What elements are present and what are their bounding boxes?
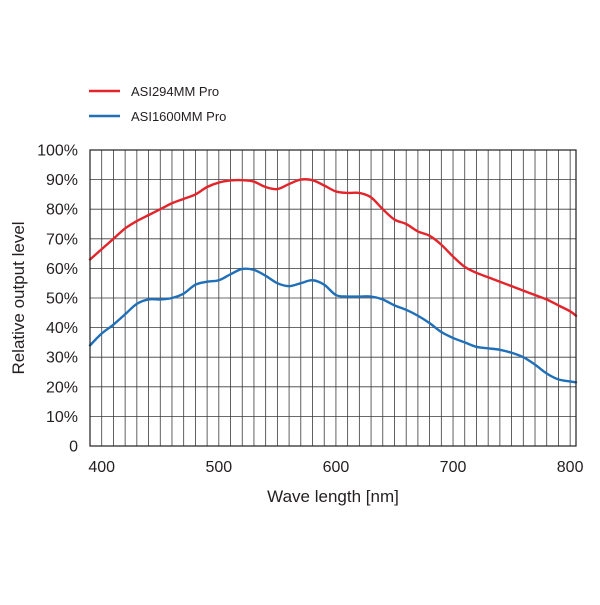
x-tick-label: 800 [557,459,584,476]
x-tick-label: 600 [323,459,350,476]
legend-label-asi294mm-pro: ASI294MM Pro [131,84,219,99]
series-lines [88,178,578,384]
series-line-asi1600mm-pro [88,267,578,384]
legend-label-asi1600mm-pro: ASI1600MM Pro [131,109,226,124]
y-tick-label: 50% [46,291,78,308]
y-tick-label: 100% [37,143,78,160]
y-tick-label: 20% [46,379,78,396]
y-axis-ticks: 0 10% 20% 30% 40% 50% 60% 70% 80% 90% 100% [37,143,78,456]
x-tick-label: 700 [440,459,467,476]
y-tick-label: 40% [46,320,78,337]
grid-lines [90,150,576,446]
y-tick-label: 80% [46,202,78,219]
x-tick-label: 500 [205,459,232,476]
plot-frame [89,149,577,447]
x-axis-ticks: 400 500 600 700 800 [88,459,583,476]
x-tick-label: 400 [88,459,115,476]
y-axis-title: Relative output level [9,221,28,374]
y-tick-label: 0 [69,439,78,456]
y-tick-label: 10% [46,409,78,426]
y-tick-label: 60% [46,261,78,278]
series-line-asi294mm-pro [88,178,578,317]
y-tick-label: 90% [46,172,78,189]
x-axis-title: Wave length [nm] [267,487,399,506]
legend: ASI294MM Pro ASI1600MM Pro [89,84,226,124]
y-tick-label: 70% [46,231,78,248]
y-tick-label: 30% [46,350,78,367]
